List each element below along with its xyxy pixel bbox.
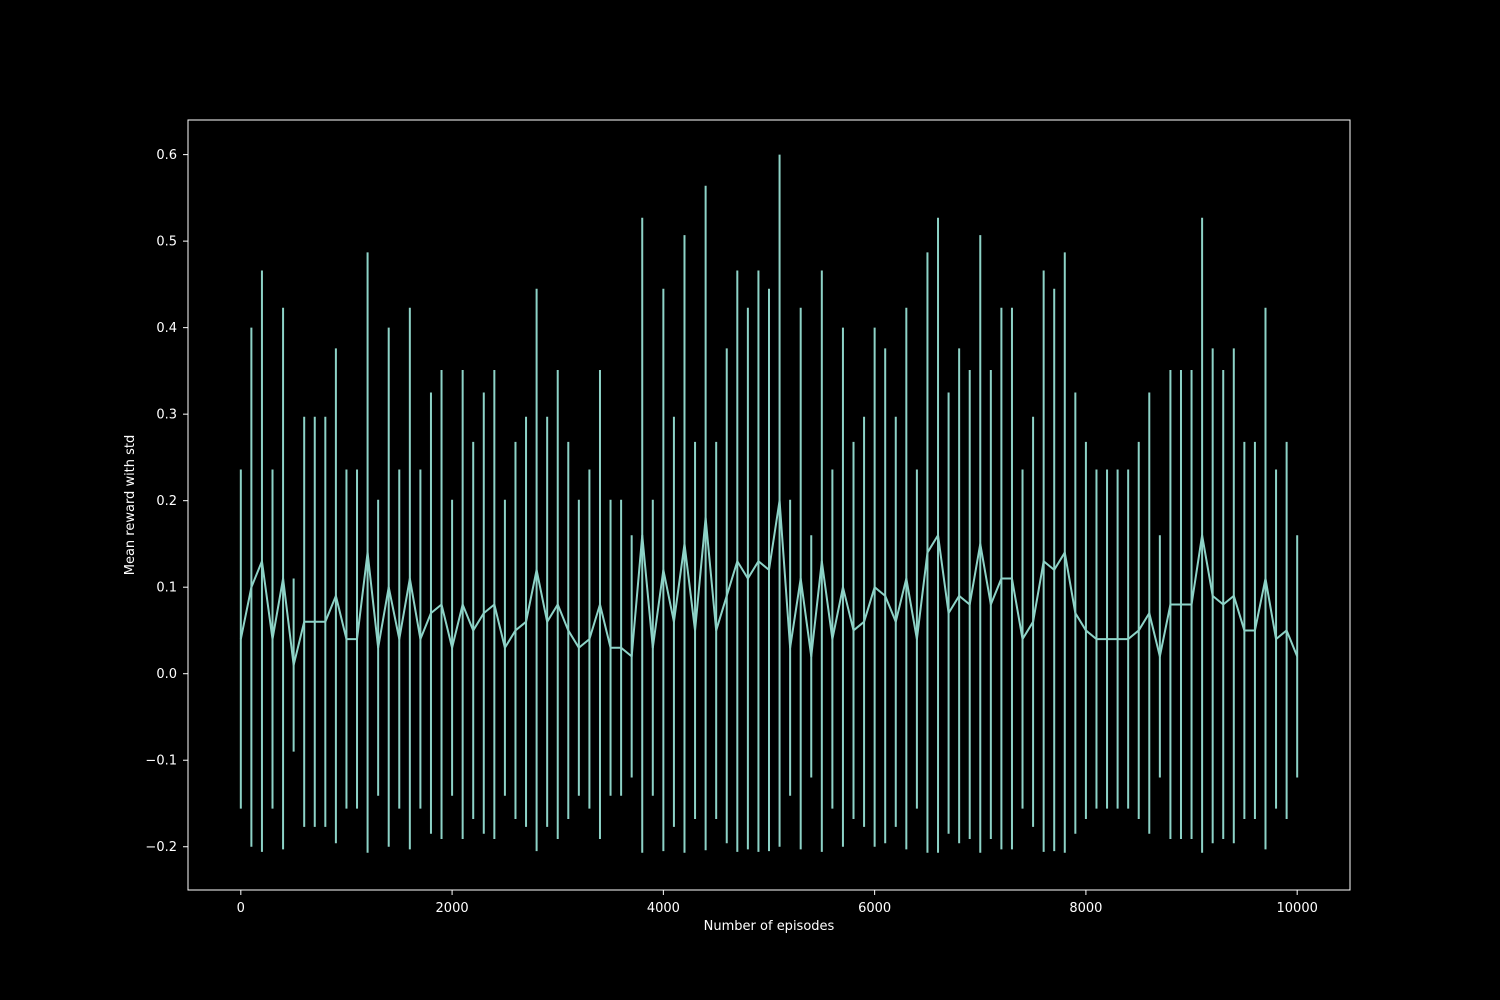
x-tick-label: 6000 [858,901,891,916]
plot-marks [239,154,1299,853]
y-tick-label: 0.2 [156,494,177,509]
y-axis-ticks: −0.2 −0.1 0.0 0.1 0.2 0.3 0.4 0.5 0.6 [145,148,188,855]
x-axis-ticks: 0 2000 4000 6000 8000 10000 [237,890,1318,916]
mean-reward-line [239,499,1299,667]
y-tick-label: 0.3 [156,408,177,423]
axes-frame [187,119,1351,891]
y-tick-label: −0.2 [145,840,177,855]
y-axis-label: Mean reward with std [123,435,138,576]
x-tick-label: 2000 [436,901,469,916]
x-tick-label: 0 [237,901,245,916]
y-tick-label: −0.1 [145,754,177,769]
x-tick-label: 8000 [1069,901,1102,916]
y-tick-label: 0.5 [156,235,177,250]
x-tick-label: 10000 [1277,901,1318,916]
y-tick-label: 0.0 [156,667,177,682]
x-tick-label: 4000 [647,901,680,916]
x-axis-label: Number of episodes [704,919,835,934]
y-tick-label: 0.1 [156,581,177,596]
y-tick-label: 0.4 [156,321,177,336]
y-tick-label: 0.6 [156,148,177,163]
